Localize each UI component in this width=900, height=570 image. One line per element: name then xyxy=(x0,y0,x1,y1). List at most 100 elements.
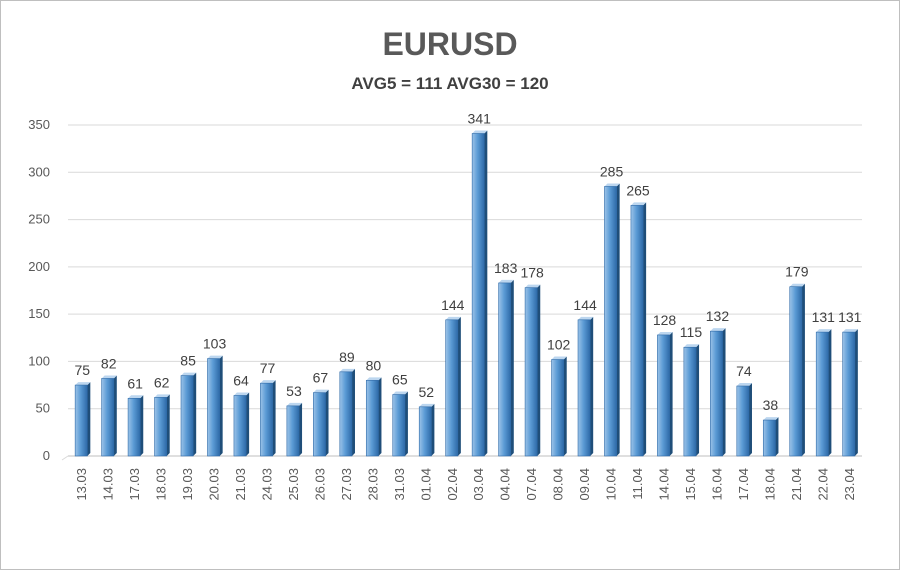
x-tick-label: 09.04 xyxy=(577,468,592,501)
x-tick-label: 18.03 xyxy=(154,468,169,501)
bar xyxy=(286,405,300,457)
data-label: 183 xyxy=(494,260,518,276)
x-tick-label: 01.04 xyxy=(418,468,433,501)
x-tick-label: 14.04 xyxy=(657,468,672,501)
x-tick-label: 15.04 xyxy=(683,468,698,501)
bar-side xyxy=(272,380,276,456)
data-label: 77 xyxy=(260,360,276,376)
bar-top xyxy=(736,383,752,387)
bar-side xyxy=(854,329,858,456)
bar-side xyxy=(801,283,805,456)
x-tick-label: 16.04 xyxy=(709,468,724,501)
x-tick-label: 10.04 xyxy=(604,468,619,501)
bar-side xyxy=(669,331,673,456)
bar-side xyxy=(537,284,541,456)
bar-top xyxy=(525,284,541,288)
data-label: 67 xyxy=(313,370,329,386)
data-label: 89 xyxy=(339,349,355,365)
bar xyxy=(260,382,273,457)
bar xyxy=(524,287,538,457)
bar-side xyxy=(325,389,329,456)
bar xyxy=(418,406,432,457)
x-tick-label: 24.03 xyxy=(260,468,275,501)
bar-top xyxy=(313,389,329,393)
data-label: 38 xyxy=(763,397,779,413)
data-label: 74 xyxy=(736,363,752,379)
x-tick-label: 28.03 xyxy=(365,468,380,501)
bar-top xyxy=(233,392,250,396)
bar-top xyxy=(472,130,488,134)
x-tick-label: 17.03 xyxy=(127,468,142,501)
data-label: 265 xyxy=(626,182,650,198)
x-tick-label: 14.03 xyxy=(101,468,116,501)
bar xyxy=(842,331,856,457)
data-label: 52 xyxy=(419,384,435,400)
bar xyxy=(180,375,194,457)
bar-top xyxy=(392,391,408,395)
bar-side xyxy=(299,402,303,456)
data-label: 75 xyxy=(74,362,90,378)
x-tick-label: 17.04 xyxy=(736,468,751,501)
chart-title: EURUSD xyxy=(382,26,518,62)
bar-side xyxy=(484,130,488,457)
data-label: 179 xyxy=(785,264,809,280)
bar xyxy=(815,331,829,457)
bar xyxy=(127,398,141,457)
bar-side xyxy=(696,344,700,456)
x-tick-label: 23.04 xyxy=(842,468,857,501)
bar-top xyxy=(339,368,355,372)
bar-side xyxy=(140,395,144,456)
bar xyxy=(683,346,697,457)
data-label: 53 xyxy=(286,383,302,399)
data-label: 80 xyxy=(366,357,382,373)
data-label: 341 xyxy=(468,111,492,127)
bar xyxy=(762,419,776,457)
data-label: 115 xyxy=(680,324,703,340)
bar-side xyxy=(193,372,197,456)
bar xyxy=(154,397,168,457)
x-tick-label: 02.04 xyxy=(445,468,460,501)
bar-side xyxy=(510,279,514,456)
bar-top xyxy=(710,328,726,332)
bar-side xyxy=(775,417,779,456)
x-tick-label: 25.03 xyxy=(286,468,301,501)
bar xyxy=(207,358,220,457)
y-tick-label: 150 xyxy=(28,306,50,321)
bar-top xyxy=(498,279,514,283)
data-label: 103 xyxy=(203,336,227,352)
x-tick-label: 19.03 xyxy=(180,468,195,501)
bar-side xyxy=(431,403,435,456)
bar xyxy=(604,186,617,457)
bar-top xyxy=(128,395,144,399)
bar-side xyxy=(828,329,832,456)
data-label: 62 xyxy=(154,374,170,390)
bar-top xyxy=(207,355,223,359)
x-tick-label: 27.03 xyxy=(339,468,354,501)
bar-top xyxy=(181,372,197,376)
bar-top xyxy=(763,417,779,421)
data-label: 285 xyxy=(600,163,624,179)
y-tick-label: 350 xyxy=(28,117,50,132)
x-tick-label: 22.04 xyxy=(815,468,830,501)
y-axis: 0 50 100 150 200 250 300 350 xyxy=(28,117,50,463)
bar-side xyxy=(590,316,594,456)
bar xyxy=(789,286,803,457)
y-tick-label: 200 xyxy=(28,259,50,274)
bar-side xyxy=(378,377,382,456)
data-label: 144 xyxy=(573,297,597,313)
bar xyxy=(736,385,750,457)
bar-top xyxy=(789,283,805,287)
bar-top xyxy=(75,382,91,386)
bar xyxy=(339,371,353,457)
bar-top xyxy=(419,403,435,407)
bar xyxy=(365,380,379,457)
x-tick-label: 21.03 xyxy=(233,468,248,501)
data-label: 132 xyxy=(706,308,730,324)
x-tick-label: 31.03 xyxy=(392,468,407,501)
grid-lines xyxy=(61,124,862,461)
bar-side xyxy=(166,394,170,456)
chart-subtitle: AVG5 = 111 AVG30 = 120 xyxy=(351,74,549,93)
bar xyxy=(577,319,591,457)
data-label: 82 xyxy=(101,355,117,371)
